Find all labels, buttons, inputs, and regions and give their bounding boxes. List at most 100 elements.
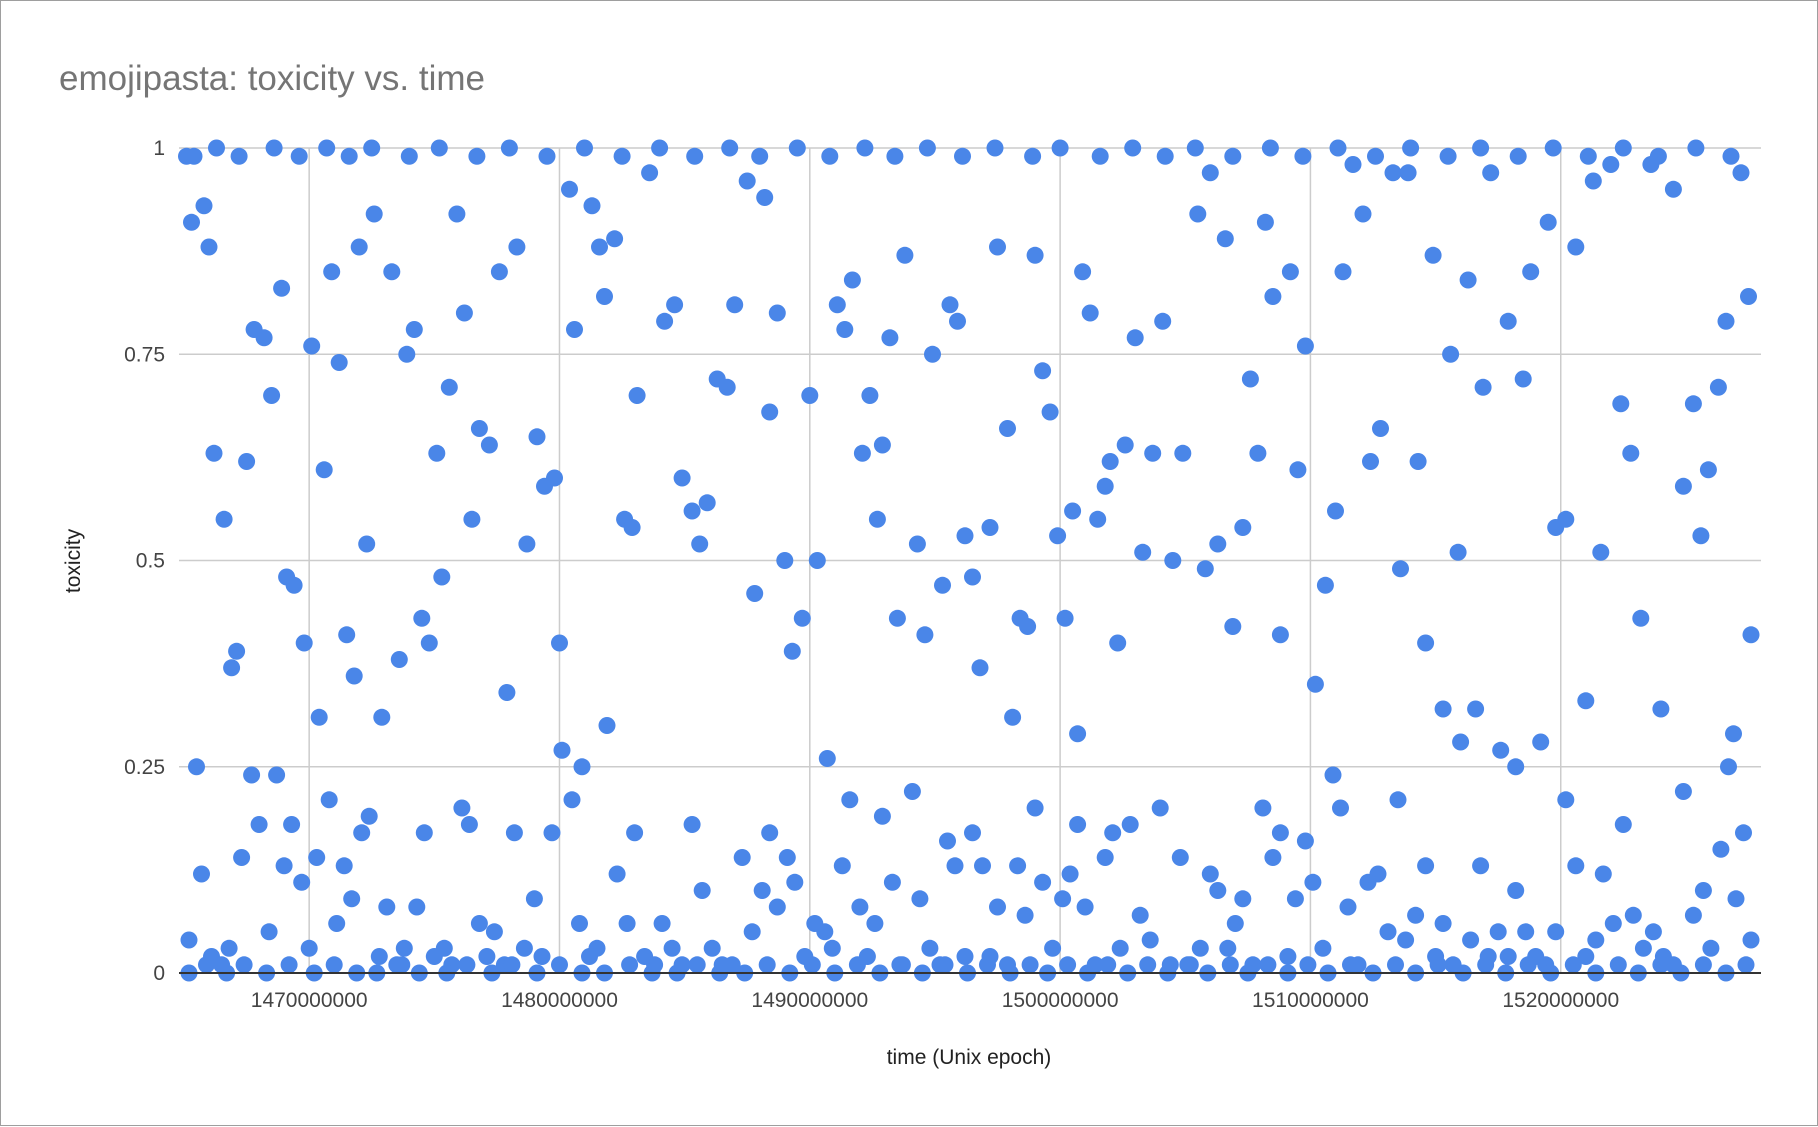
data-point xyxy=(588,939,606,957)
data-point xyxy=(1577,692,1595,710)
data-point xyxy=(503,956,521,974)
data-point xyxy=(1407,906,1425,924)
data-point xyxy=(613,147,631,165)
data-point xyxy=(663,939,681,957)
data-point xyxy=(946,857,964,875)
data-point xyxy=(1342,956,1359,974)
data-point xyxy=(1241,370,1259,388)
data-point xyxy=(1402,139,1420,157)
data-point xyxy=(743,923,761,941)
data-point xyxy=(1339,898,1357,916)
data-point xyxy=(786,873,804,891)
data-point xyxy=(228,642,246,660)
data-point xyxy=(1209,535,1227,553)
data-point xyxy=(1041,403,1059,421)
data-point xyxy=(335,857,353,875)
data-point xyxy=(916,626,934,644)
data-point xyxy=(563,791,581,809)
data-point xyxy=(1429,956,1447,974)
data-point xyxy=(1111,939,1129,957)
data-point xyxy=(1179,956,1197,974)
data-point xyxy=(1557,791,1575,809)
data-point xyxy=(941,296,959,314)
data-point xyxy=(373,708,391,726)
data-point xyxy=(1742,931,1760,949)
data-point xyxy=(964,824,981,842)
data-point xyxy=(1141,931,1159,949)
data-point xyxy=(793,609,811,627)
data-point xyxy=(1009,857,1027,875)
data-point xyxy=(1584,172,1602,190)
data-point xyxy=(823,939,841,957)
data-point xyxy=(808,552,826,569)
data-point xyxy=(1369,865,1387,883)
data-point xyxy=(1201,865,1219,883)
data-point xyxy=(1324,766,1342,784)
data-point xyxy=(1694,882,1712,899)
data-point xyxy=(1652,700,1670,718)
data-point xyxy=(1271,626,1289,644)
data-point xyxy=(415,824,433,842)
data-point xyxy=(1692,527,1710,545)
data-point xyxy=(1296,337,1314,355)
data-point xyxy=(1717,312,1735,330)
data-point xyxy=(238,453,256,470)
data-point xyxy=(979,956,996,974)
data-point xyxy=(1459,271,1477,289)
data-point xyxy=(273,279,291,297)
data-point xyxy=(1532,733,1550,751)
data-point xyxy=(405,321,423,338)
data-point xyxy=(1379,923,1397,941)
data-point xyxy=(691,535,709,553)
data-point xyxy=(1306,675,1324,693)
data-point xyxy=(656,312,674,330)
data-point xyxy=(1121,816,1139,833)
data-point xyxy=(751,147,769,165)
data-point xyxy=(1124,139,1142,157)
data-point xyxy=(325,956,343,974)
data-point xyxy=(761,403,779,421)
tick-labels: 0 0.25 0.5 0.75 1 1470000000 1480000000 1490000… xyxy=(124,137,1619,1012)
data-point xyxy=(1131,906,1149,924)
data-point xyxy=(703,939,721,957)
data-point xyxy=(1279,948,1297,965)
data-point xyxy=(1592,543,1610,561)
data-point xyxy=(1216,230,1234,248)
data-point xyxy=(1709,378,1727,396)
data-point xyxy=(1314,939,1332,957)
data-point xyxy=(428,444,446,462)
data-point xyxy=(1201,164,1219,182)
data-point xyxy=(295,634,313,652)
data-point xyxy=(1059,956,1077,974)
data-point xyxy=(280,956,298,974)
data-point xyxy=(873,436,891,454)
data-point xyxy=(353,824,371,842)
data-point xyxy=(293,873,311,891)
data-point xyxy=(1061,865,1079,883)
data-point xyxy=(1462,931,1480,949)
data-point xyxy=(1316,576,1334,594)
data-point xyxy=(1737,956,1755,974)
data-point xyxy=(698,494,716,512)
data-point xyxy=(308,849,326,866)
data-point xyxy=(788,139,806,157)
data-point xyxy=(208,139,225,157)
data-point xyxy=(964,568,981,586)
data-point xyxy=(413,609,431,627)
data-point xyxy=(1289,461,1307,479)
data-point xyxy=(193,865,210,883)
data-point xyxy=(1044,939,1062,957)
data-point xyxy=(778,849,796,866)
data-point xyxy=(986,139,1004,157)
data-point xyxy=(1367,147,1384,165)
data-point xyxy=(220,939,238,957)
data-point xyxy=(498,684,516,701)
data-point xyxy=(468,147,486,165)
data-point xyxy=(999,420,1016,437)
data-point xyxy=(833,857,851,875)
data-point xyxy=(393,956,411,974)
data-point xyxy=(1684,395,1702,413)
data-point xyxy=(1702,939,1720,957)
data-point xyxy=(1049,527,1067,545)
